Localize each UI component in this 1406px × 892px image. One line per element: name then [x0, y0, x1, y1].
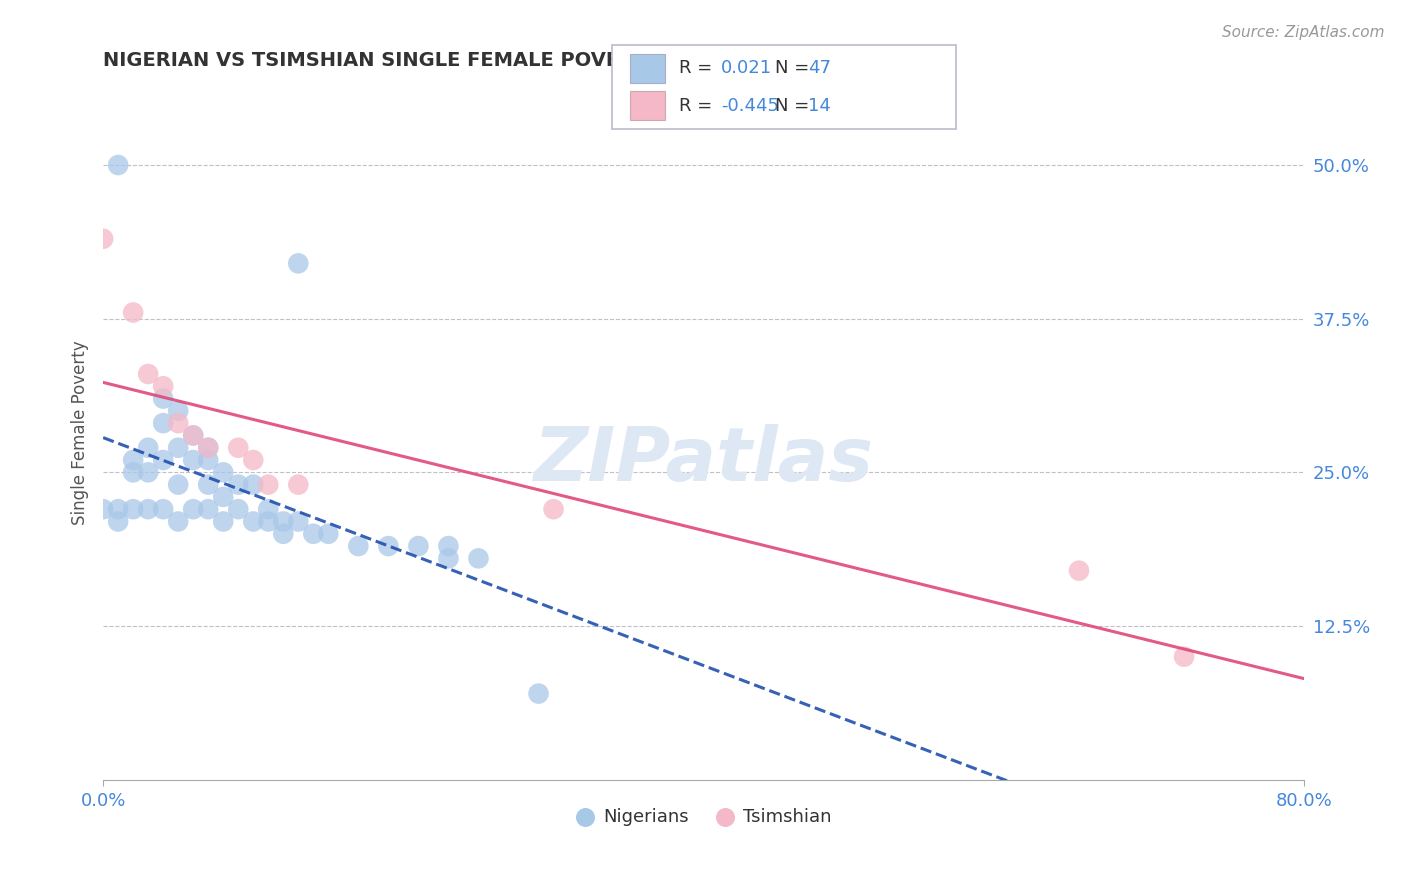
- Point: [197, 477, 219, 491]
- Point: [197, 441, 219, 455]
- Point: [212, 490, 235, 504]
- Point: [197, 441, 219, 455]
- Text: NIGERIAN VS TSIMSHIAN SINGLE FEMALE POVERTY CORRELATION CHART: NIGERIAN VS TSIMSHIAN SINGLE FEMALE POVE…: [103, 51, 901, 70]
- Point: [257, 502, 280, 516]
- Point: [347, 539, 370, 553]
- Point: [152, 416, 174, 430]
- Point: [318, 526, 340, 541]
- Point: [377, 539, 399, 553]
- Point: [271, 526, 294, 541]
- Point: [257, 477, 280, 491]
- Point: [287, 515, 309, 529]
- Point: [136, 466, 159, 480]
- Point: [107, 158, 129, 172]
- Point: [136, 367, 159, 381]
- Point: [167, 416, 190, 430]
- Point: [1173, 649, 1195, 664]
- Point: [152, 392, 174, 406]
- Point: [152, 453, 174, 467]
- Text: 14: 14: [808, 96, 831, 114]
- Point: [242, 515, 264, 529]
- Point: [212, 466, 235, 480]
- Y-axis label: Single Female Poverty: Single Female Poverty: [72, 340, 89, 524]
- Point: [212, 515, 235, 529]
- Point: [226, 477, 249, 491]
- Point: [242, 453, 264, 467]
- Point: [91, 502, 114, 516]
- Point: [152, 502, 174, 516]
- Text: N =: N =: [775, 60, 814, 78]
- Point: [527, 687, 550, 701]
- Text: Source: ZipAtlas.com: Source: ZipAtlas.com: [1222, 25, 1385, 40]
- Point: [107, 502, 129, 516]
- Point: [197, 453, 219, 467]
- Text: 0.021: 0.021: [721, 60, 772, 78]
- Point: [543, 502, 565, 516]
- Point: [226, 502, 249, 516]
- Point: [302, 526, 325, 541]
- Point: [437, 551, 460, 566]
- Point: [271, 515, 294, 529]
- Point: [467, 551, 489, 566]
- Point: [437, 539, 460, 553]
- Text: ZIPatlas: ZIPatlas: [534, 424, 873, 497]
- Point: [136, 502, 159, 516]
- Point: [167, 515, 190, 529]
- Point: [91, 232, 114, 246]
- Point: [1067, 564, 1090, 578]
- Point: [167, 477, 190, 491]
- Point: [122, 502, 145, 516]
- Text: R =: R =: [679, 96, 718, 114]
- Point: [226, 441, 249, 455]
- Point: [122, 305, 145, 319]
- Point: [122, 453, 145, 467]
- Point: [181, 428, 204, 442]
- Point: [408, 539, 430, 553]
- Text: -0.445: -0.445: [721, 96, 779, 114]
- Point: [242, 477, 264, 491]
- Legend: Nigerians, Tsimshian: Nigerians, Tsimshian: [569, 801, 838, 833]
- Text: R =: R =: [679, 60, 718, 78]
- Point: [257, 515, 280, 529]
- Text: 47: 47: [808, 60, 831, 78]
- Point: [197, 502, 219, 516]
- Point: [181, 453, 204, 467]
- Point: [136, 441, 159, 455]
- Point: [152, 379, 174, 393]
- Point: [181, 428, 204, 442]
- Point: [107, 515, 129, 529]
- Point: [181, 502, 204, 516]
- Point: [287, 256, 309, 270]
- Point: [167, 441, 190, 455]
- Point: [122, 466, 145, 480]
- Point: [167, 404, 190, 418]
- Point: [287, 477, 309, 491]
- Text: N =: N =: [775, 96, 814, 114]
